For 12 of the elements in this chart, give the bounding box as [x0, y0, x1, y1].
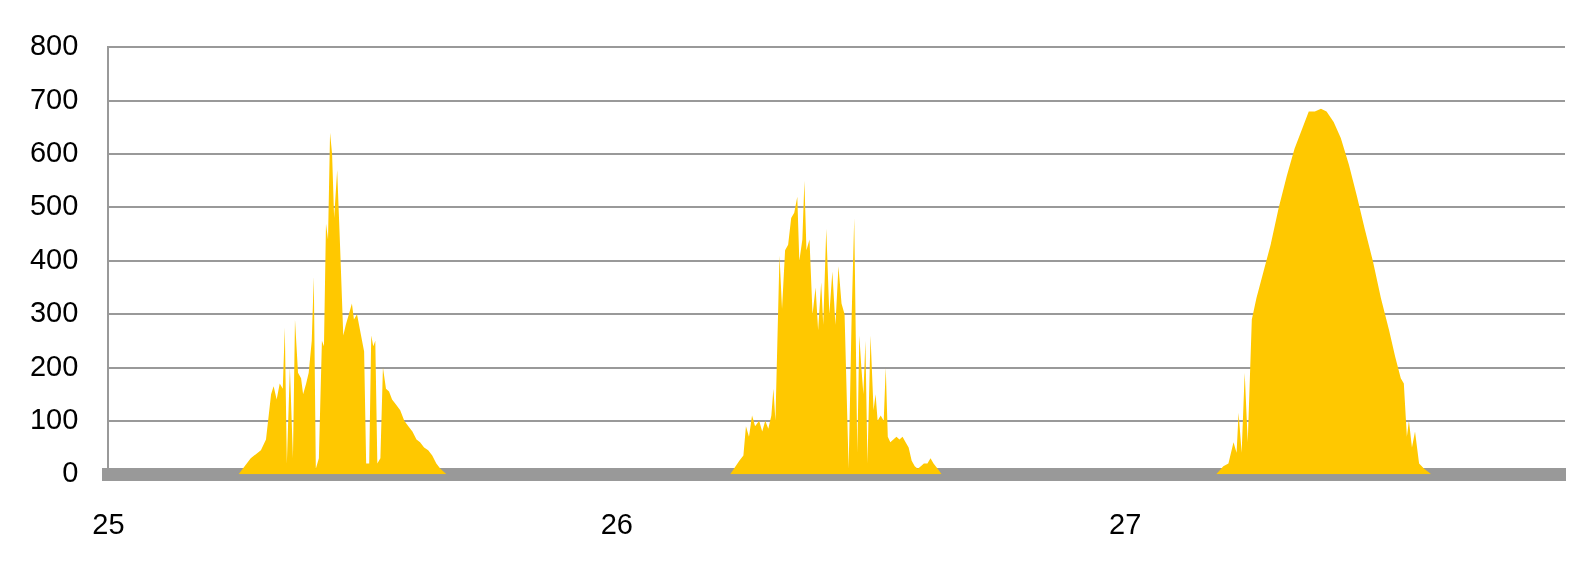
x-tick-label: 27 [1109, 507, 1142, 540]
x-tick-label: 25 [92, 507, 125, 540]
y-tick-label: 0 [62, 456, 79, 489]
y-tick-label: 800 [29, 29, 79, 62]
x-tick-label: 26 [600, 507, 633, 540]
y-tick-label: 200 [29, 349, 79, 382]
y-tick-label: 600 [29, 136, 79, 169]
y-tick-label: 500 [29, 189, 79, 222]
y-tick-label: 700 [29, 82, 79, 115]
y-tick-label: 400 [29, 242, 79, 275]
y-tick-label: 300 [29, 296, 79, 329]
y-tick-label: 100 [29, 402, 79, 435]
